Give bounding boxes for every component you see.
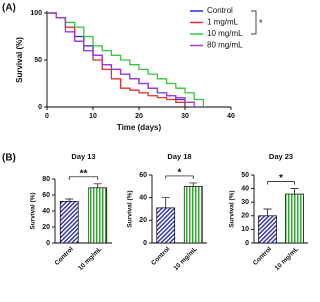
- y-tick-label: 60: [139, 172, 147, 179]
- significance-label: *: [279, 173, 283, 184]
- significance-label: *: [259, 18, 263, 28]
- survival-curve: [47, 12, 195, 107]
- legend-label: 1 mg/mL: [207, 18, 239, 27]
- chart-title: Day 13: [71, 152, 95, 161]
- significance-bracket: [251, 10, 257, 35]
- x-tick-label: 10 mg/mL: [274, 246, 300, 272]
- x-tick-label: 20: [135, 113, 143, 120]
- x-tick-label: Control: [150, 246, 171, 267]
- y-tick-label: 0: [46, 240, 50, 247]
- y-axis-label: Survival (%): [127, 190, 134, 227]
- significance-bracket: [165, 175, 194, 179]
- error-bar: [263, 208, 272, 216]
- y-tick-label: 30: [241, 199, 249, 206]
- y-tick-label: 80: [42, 176, 50, 183]
- significance-label: **: [80, 168, 88, 179]
- error-bar: [93, 183, 102, 188]
- x-tick-label: 40: [227, 113, 235, 120]
- y-tick-label: 0: [245, 240, 249, 247]
- y-tick-label: 60: [42, 192, 50, 199]
- survival-curve: [47, 12, 205, 107]
- bar: [59, 201, 79, 244]
- x-tick-label: 10 mg/mL: [172, 246, 198, 272]
- y-axis-label: Survival (%): [30, 192, 37, 229]
- y-tick-label: 50: [34, 57, 42, 64]
- bar: [183, 185, 203, 244]
- bar: [156, 207, 176, 244]
- significance-bracket: [267, 181, 295, 185]
- legend-label: Control: [207, 6, 233, 15]
- y-tick-label: 20: [42, 224, 50, 231]
- error-bar: [161, 197, 170, 208]
- bar: [88, 187, 108, 244]
- x-tick-label: 10 mg/mL: [77, 246, 103, 272]
- error-bar: [290, 188, 299, 195]
- bar: [285, 193, 304, 244]
- y-axis-label: Survival (%): [15, 37, 24, 83]
- chart-title: Day 18: [167, 152, 191, 161]
- y-tick-label: 20: [139, 217, 147, 224]
- y-tick-label: 40: [139, 195, 147, 202]
- x-tick-label: 0: [45, 113, 49, 120]
- significance-bracket: [68, 176, 99, 180]
- error-bar: [189, 182, 198, 187]
- panel-label: (B): [2, 153, 16, 164]
- legend-label: 10 mg/mL: [207, 29, 243, 38]
- x-axis-label: Time (days): [117, 123, 162, 132]
- y-axis-label: Survival (%): [229, 190, 236, 227]
- x-tick-label: Control: [252, 246, 273, 267]
- y-tick-label: 0: [143, 240, 147, 247]
- y-tick-label: 10: [241, 226, 249, 233]
- significance-label: *: [178, 168, 182, 179]
- y-tick-label: 20: [241, 213, 249, 220]
- y-tick-label: 100: [30, 10, 42, 17]
- chart-title: Day 23: [269, 152, 293, 161]
- y-tick-label: 40: [241, 185, 249, 192]
- legend-label: 80 mg/mL: [207, 41, 243, 50]
- bar: [258, 215, 277, 244]
- x-tick-label: Control: [54, 246, 75, 267]
- x-tick-label: 10: [89, 113, 97, 120]
- y-tick-label: 0: [38, 104, 42, 111]
- panel-label: (A): [2, 3, 16, 14]
- y-tick-label: 50: [241, 172, 249, 179]
- x-tick-label: 30: [181, 113, 189, 120]
- error-bar: [65, 198, 74, 202]
- y-tick-label: 40: [42, 208, 50, 215]
